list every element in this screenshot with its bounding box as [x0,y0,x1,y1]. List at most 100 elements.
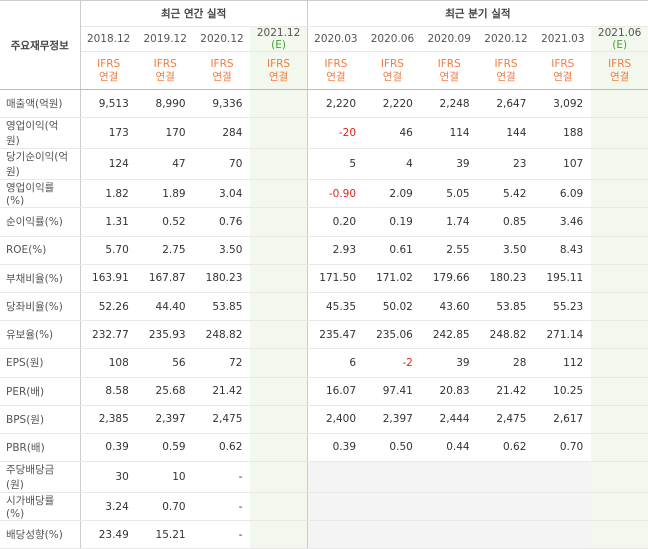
data-cell: 30 [80,461,137,494]
data-row: 영업이익률(%) 1.82 1.89 3.04 -0.90 2.09 5.05 5.42 6.0… [0,179,648,209]
period: 2021.03 [541,33,585,45]
data-cell [250,179,308,209]
scope: 연결 [98,70,119,83]
data-cell: 284 [193,117,251,150]
data-cell [591,433,648,463]
period-header: 2020.12 [477,26,535,52]
data-cell [250,89,308,119]
corner-header: 주요재무정보 [0,0,81,90]
basis-header: IFRS 연결 [136,51,194,90]
basis-header: IFRS 연결 [477,51,535,90]
data-cell: 107 [534,148,592,181]
period: 2021.12 [256,27,301,39]
data-cell [306,520,365,549]
data-cell: 235.93 [136,320,194,350]
row-label: EPS(원) [0,348,81,378]
data-cell: 248.82 [193,320,251,350]
data-cell: 188 [534,117,592,150]
row-label: 배당성향(%) [0,520,81,549]
standard: IFRS [608,57,632,70]
group-header: 최근 연간 실적 [80,0,308,27]
data-cell: 5.42 [477,179,535,209]
data-cell: 46 [364,117,421,150]
data-cell [591,263,648,293]
row-label: BPS(원) [0,405,81,434]
estimate-mark: (E) [612,39,628,51]
data-cell: 0.39 [80,433,137,463]
period: 2020.03 [314,33,358,45]
data-cell [306,461,365,494]
row-label: 부채비율(%) [0,263,81,293]
data-cell: 3.50 [193,236,251,265]
data-cell [250,292,308,322]
scope: 연결 [496,70,516,83]
period-row: 2018.12 2019.12 2020.12 2021.12 (E) 2020.03 2… [0,26,648,52]
data-cell [591,89,648,119]
period: 2020.12 [200,33,244,45]
standard: IFRS [494,57,518,70]
data-cell: 2,647 [477,89,535,119]
data-row: BPS(원) 2,385 2,397 2,475 2,400 2,397 2,444 2,47… [0,405,648,434]
data-cell: 180.23 [477,263,535,293]
data-cell [250,377,308,406]
data-cell: 8.43 [534,236,592,265]
data-cell: 28 [477,348,535,378]
data-cell: 2,385 [80,405,137,434]
period-header: 2021.03 [534,26,592,52]
basis-header: IFRS 연결 [364,51,421,90]
data-cell: 2,248 [420,89,478,119]
period-header: 2020.12 [193,26,251,52]
data-cell [591,179,648,209]
scope: 연결 [609,70,630,83]
data-cell: 0.39 [306,433,365,463]
period-header: 2018.12 [80,26,137,52]
data-cell: 39 [420,348,478,378]
data-cell [534,461,592,494]
scope: 연결 [439,70,459,83]
data-cell: 2,397 [364,405,421,434]
data-cell: 3,092 [534,89,592,119]
standard: IFRS [380,57,404,70]
data-cell: 235.47 [306,320,365,350]
data-cell: 39 [420,148,478,181]
scope: 연결 [212,70,232,83]
row-label: 매출액(억원) [0,89,81,119]
data-cell [250,492,308,522]
row-label: 순이익률(%) [0,207,81,237]
data-cell: 2,220 [306,89,365,119]
data-cell [591,520,648,549]
data-cell: 16.07 [306,377,365,406]
row-label: ROE(%) [0,236,81,265]
data-cell: 0.62 [193,433,251,463]
basis-header: IFRS 연결 [534,51,592,90]
data-cell [250,520,308,549]
data-cell: 1.74 [420,207,478,237]
data-cell: 23 [477,148,535,181]
data-cell: 144 [477,117,535,150]
period-header: 2020.03 [306,26,365,52]
data-cell: 45.35 [306,292,365,322]
data-row: 순이익률(%) 1.31 0.52 0.76 0.20 0.19 1.74 0.85 3.46 [0,207,648,237]
standard: IFRS [551,57,575,70]
data-cell [364,520,421,549]
data-cell: 2.93 [306,236,365,265]
data-cell: 180.23 [193,263,251,293]
data-cell: 55.23 [534,292,592,322]
data-cell: 0.76 [193,207,251,237]
data-cell: 44.40 [136,292,194,322]
data-cell: 2,220 [364,89,421,119]
basis-row: IFRS 연결 IFRS 연결 IFRS 연결 IFRS 연결 IFRS 연결 IFRS 연결 IFRS… [0,51,648,90]
data-cell: 97.41 [364,377,421,406]
period-header: 2019.12 [136,26,194,52]
data-cell: 43.60 [420,292,478,322]
data-cell [591,348,648,378]
data-cell: 0.61 [364,236,421,265]
data-cell: 25.68 [136,377,194,406]
data-row: 당기순이익(억원) 124 47 70 5 4 39 23 107 [0,148,648,181]
data-row: EPS(원) 108 56 72 6 -2 39 28 112 [0,348,648,378]
data-cell [591,377,648,406]
row-label: 당기순이익(억원) [0,148,81,181]
standard: IFRS [324,57,348,70]
